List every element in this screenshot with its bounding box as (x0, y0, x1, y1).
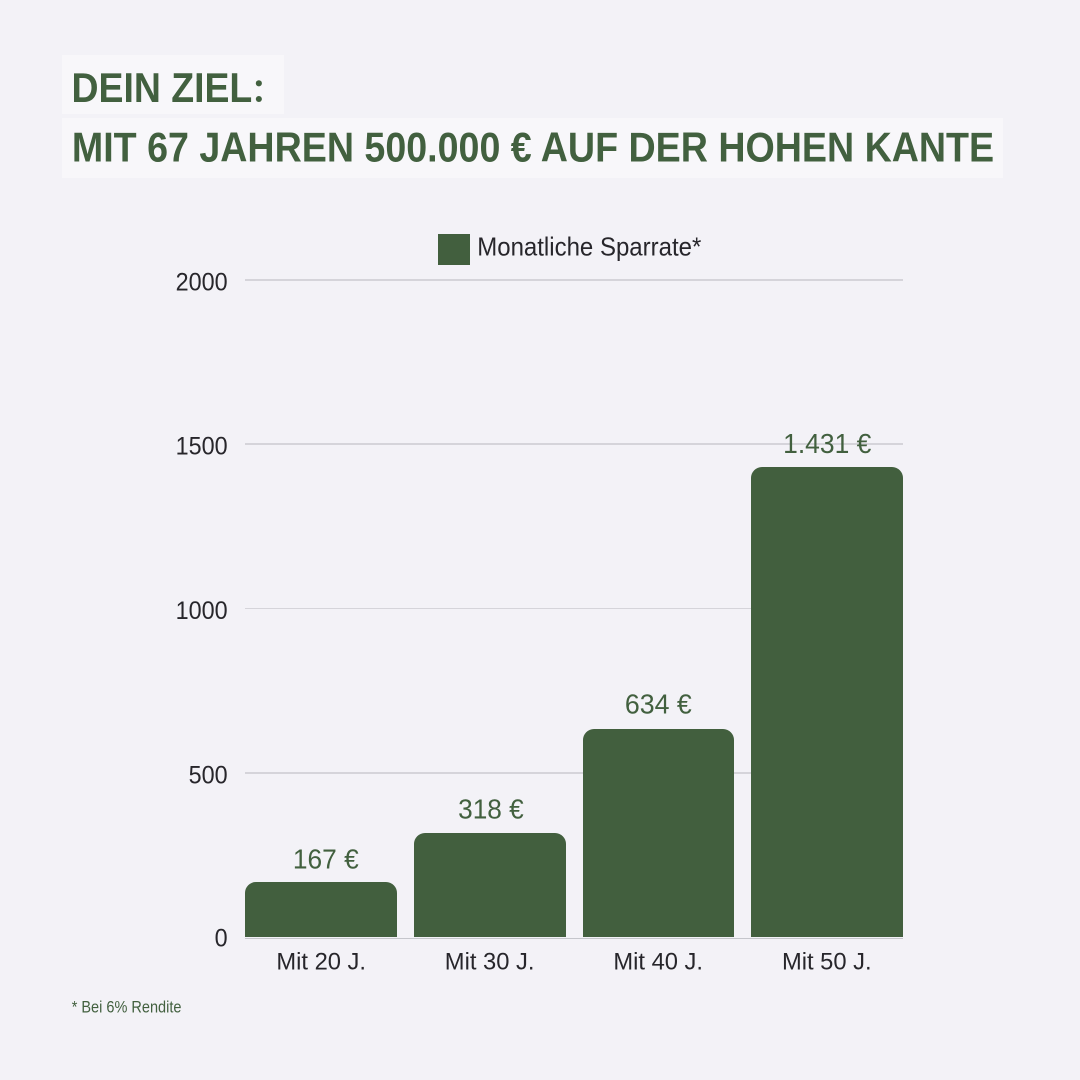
svg-text:1500: 1500 (176, 432, 228, 460)
svg-text:1.431 €: 1.431 € (783, 428, 872, 459)
svg-text:* Bei 6% Rendite: * Bei 6% Rendite (72, 999, 182, 1017)
svg-text:2000: 2000 (176, 268, 228, 296)
svg-text:Mit 50 J.: Mit 50 J. (782, 949, 872, 976)
svg-text:167 €: 167 € (293, 843, 359, 874)
svg-text:DEIN ZIEL: DEIN ZIEL (72, 64, 253, 111)
svg-text:Monatliche Sparrate*: Monatliche Sparrate* (477, 231, 701, 261)
svg-text:Mit 30 J.: Mit 30 J. (445, 949, 535, 976)
svg-text:Mit 20 J.: Mit 20 J. (276, 949, 366, 976)
svg-text:0: 0 (215, 925, 228, 953)
svg-text:1000: 1000 (176, 597, 228, 625)
svg-text:634 €: 634 € (625, 689, 692, 720)
svg-text:MIT 67 JAHREN 500.000 € AUF DE: MIT 67 JAHREN 500.000 € AUF DER HOHEN KA… (72, 123, 994, 170)
svg-text:Mit 40 J.: Mit 40 J. (613, 949, 703, 976)
svg-text:318 €: 318 € (458, 793, 524, 824)
svg-text:500: 500 (189, 761, 228, 789)
